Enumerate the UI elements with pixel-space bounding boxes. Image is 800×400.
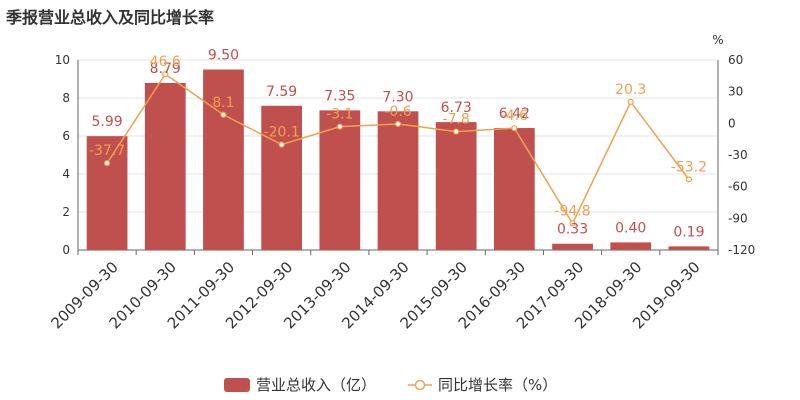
- y-right-tick-label: -60: [728, 180, 748, 194]
- y-right-tick-label: 60: [728, 53, 743, 67]
- y-right-tick-label: -120: [728, 243, 755, 257]
- bar[interactable]: [377, 111, 419, 250]
- line-value-label: -94.8: [554, 203, 590, 219]
- line-point[interactable]: [511, 125, 518, 132]
- y-right-tick-label: -90: [728, 211, 748, 225]
- line-series: [103, 71, 693, 227]
- line-value-label: -7.8: [443, 112, 470, 128]
- bar[interactable]: [494, 128, 535, 250]
- y-left-tick-label: 2: [62, 205, 70, 219]
- bar[interactable]: [86, 136, 128, 250]
- bar-value-label: 0.33: [557, 222, 588, 238]
- bar-value-label: 7.59: [266, 84, 297, 100]
- bar[interactable]: [261, 105, 302, 250]
- bar-value-label: 6.42: [499, 106, 530, 122]
- bar-value-label: 0.40: [615, 220, 646, 236]
- bar-series: [86, 69, 710, 251]
- legend-bar-label: 营业总收入（亿）: [256, 376, 376, 394]
- data-labels: 5.99 8.79 9.50 7.59 7.35 7.30 6.73 6.42 0.33 0.40…: [89, 48, 707, 241]
- line-point[interactable]: [394, 120, 402, 128]
- line-value-label: 8.1: [212, 95, 234, 111]
- line-point[interactable]: [627, 98, 634, 106]
- y-left-tick-label: 4: [62, 167, 70, 181]
- line-point[interactable]: [103, 160, 111, 167]
- bar-value-label: 5.99: [92, 114, 123, 130]
- chart-title: 季报营业总收入及同比增长率: [6, 8, 215, 27]
- bar[interactable]: [319, 110, 361, 250]
- bar-value-label: 6.73: [441, 100, 472, 116]
- line-point[interactable]: [336, 123, 343, 130]
- bar-value-label: 8.79: [150, 61, 181, 77]
- bar[interactable]: [552, 243, 593, 250]
- line-value-label: 46.6: [150, 54, 181, 70]
- bar[interactable]: [435, 122, 477, 250]
- line-value-label: -4.6: [501, 108, 528, 124]
- y-right-unit: %: [712, 33, 723, 47]
- line-point[interactable]: [685, 176, 693, 183]
- bar[interactable]: [668, 246, 710, 250]
- y-left-tick-label: 0: [62, 243, 70, 257]
- line-value-label: -3.1: [326, 107, 353, 123]
- line-point[interactable]: [162, 71, 169, 78]
- bar-value-label: 7.35: [324, 88, 355, 104]
- y-left-tick-label: 8: [62, 91, 70, 105]
- y-right-tick-label: 0: [728, 116, 736, 130]
- line-point[interactable]: [278, 141, 285, 148]
- line-point[interactable]: [453, 128, 460, 135]
- y-left-tick-label: 10: [55, 53, 70, 67]
- line-value-label: -53.2: [671, 159, 707, 175]
- bar-value-label: 0.19: [673, 224, 704, 240]
- line-point[interactable]: [220, 111, 227, 118]
- y-right-tick-label: 30: [728, 85, 743, 99]
- line-value-label: 20.3: [615, 82, 646, 98]
- line-value-label: -37.7: [89, 143, 125, 159]
- bar[interactable]: [203, 69, 244, 251]
- bar[interactable]: [610, 242, 652, 250]
- legend[interactable]: 营业总收入（亿） 同比增长率（%）: [224, 376, 557, 394]
- legend-bar-swatch: [224, 378, 250, 392]
- line-value-label: -20.1: [264, 125, 300, 141]
- bar[interactable]: [144, 82, 186, 251]
- legend-line-label: 同比增长率（%）: [438, 376, 557, 394]
- bar-value-label: 7.30: [382, 89, 413, 105]
- y-left-tick-label: 6: [62, 129, 70, 143]
- y-right-tick-label: -30: [728, 148, 748, 162]
- legend-line-marker: [414, 379, 426, 391]
- line-point[interactable]: [569, 220, 576, 227]
- line-value-label: -0.6: [384, 104, 411, 120]
- bar-value-label: 9.50: [208, 48, 239, 64]
